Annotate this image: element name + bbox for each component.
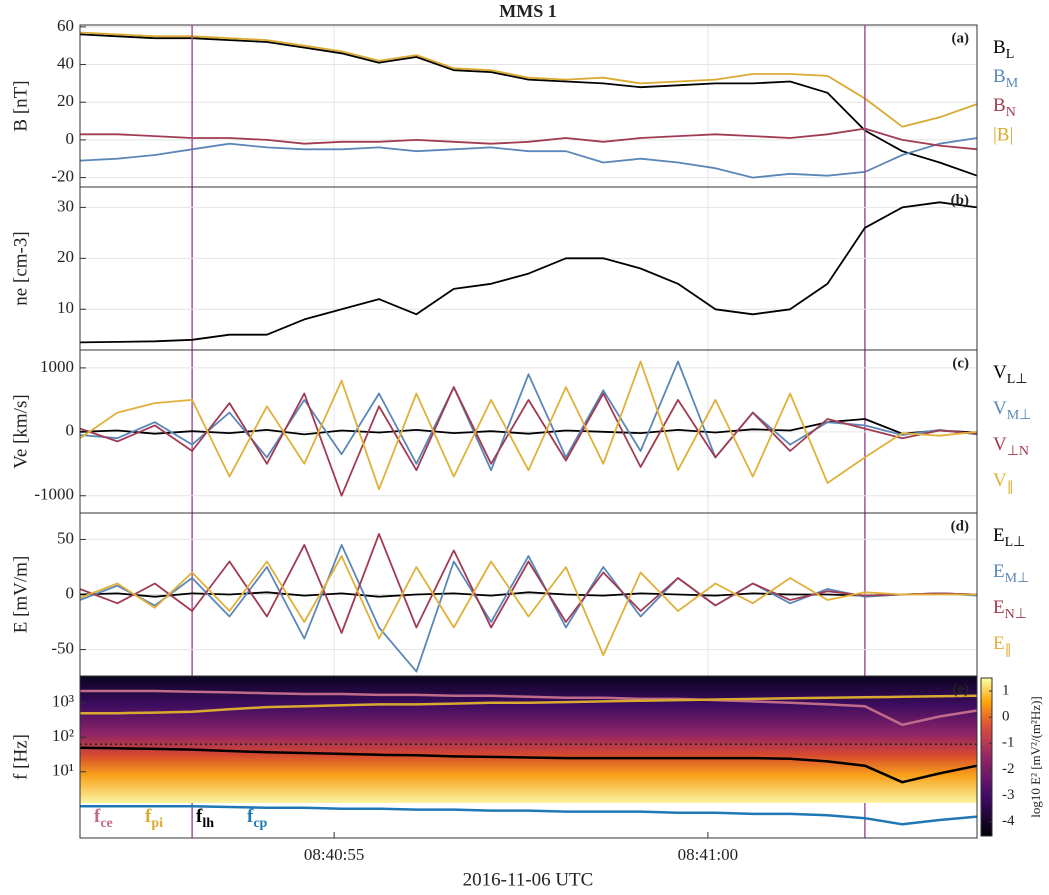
y-tick-label: 20 — [57, 91, 74, 110]
x-tick-label: 08:41:00 — [678, 845, 738, 864]
y-axis-label: Ve [km/s] — [10, 394, 31, 468]
y-tick-label: 30 — [57, 196, 74, 215]
axes-frame — [79, 24, 978, 188]
panel: 10 20 30 (b) ne [cm-3] — [10, 186, 978, 351]
legend-entry: BN — [993, 95, 1016, 120]
series-line — [79, 137, 978, 179]
y-axis-label: B [nT] — [10, 80, 31, 131]
series-line — [80, 127, 978, 151]
y-tick-label: 20 — [57, 247, 74, 266]
legend-entry: fcp — [247, 806, 268, 831]
y-axis-label: E [mV/m] — [10, 556, 31, 634]
y-tick-label: 0 — [66, 129, 75, 148]
panel: -1000 0 1000 (c) Ve [km/s] VL⊥ VM⊥ V⊥N V∥ — [10, 349, 1031, 514]
series-line — [79, 31, 978, 128]
colorbar-tick-label: -2 — [1002, 761, 1015, 777]
legend-entry: BM — [993, 66, 1019, 91]
y-tick-label: 60 — [57, 16, 74, 35]
legend-entry: VM⊥ — [993, 398, 1031, 423]
legend-entry: fce — [94, 806, 113, 831]
y-tick-label: -1000 — [34, 485, 74, 504]
series-line — [80, 689, 978, 727]
y-tick-label: -20 — [51, 166, 74, 185]
legend-entry: |B| — [993, 124, 1013, 145]
series-line — [79, 544, 978, 673]
y-tick-label: 10 — [57, 298, 74, 317]
y-tick-label: 0 — [66, 421, 75, 440]
series-line — [79, 360, 978, 491]
panel-label: (b) — [951, 192, 969, 208]
series-line — [79, 555, 977, 656]
axes-frame — [79, 186, 978, 351]
chart-title: MMS 1 — [499, 1, 557, 21]
y-axis-label: ne [cm-3] — [10, 231, 31, 305]
legend-entry: BL — [993, 37, 1014, 62]
legend-entry: VL⊥ — [993, 362, 1027, 387]
colorbar — [980, 677, 993, 837]
panel: 10¹ 10² 10³ 08:40:55 08:41:00 (e) f [Hz] fce fpi… — [10, 675, 1043, 864]
y-tick-label: 40 — [57, 53, 74, 72]
panel-label: (a) — [952, 30, 970, 46]
series-line — [79, 201, 978, 344]
legend-entry: V⊥N — [993, 434, 1029, 459]
y-axis-label: f [Hz] — [10, 734, 31, 780]
panel: -20 0 20 40 60 (a) B [nT] BL BM BN |B| — [10, 16, 1019, 188]
axes-frame — [79, 675, 978, 839]
colorbar-tick-label: 1 — [1002, 682, 1010, 698]
legend-entry: fpi — [145, 806, 163, 831]
colorbar-tick-label: -1 — [1002, 735, 1015, 751]
series-line — [79, 360, 978, 472]
x-tick-label: 08:40:55 — [304, 845, 364, 864]
panel-label: (e) — [952, 681, 969, 697]
panel: -50 0 50 (d) E [mV/m] EL⊥ EM⊥ EN⊥ E∥ — [10, 512, 1029, 677]
panel-label: (d) — [951, 518, 969, 534]
series-line — [79, 591, 978, 598]
series-line — [79, 33, 978, 177]
legend-entry: EN⊥ — [993, 597, 1027, 622]
series-line — [80, 694, 978, 715]
y-tick-label: 10¹ — [52, 761, 74, 780]
colorbar-tick-label: -4 — [1002, 813, 1015, 829]
y-tick-label: -50 — [51, 638, 74, 657]
series-line — [79, 386, 978, 497]
legend-entry: EM⊥ — [993, 561, 1029, 586]
colorbar-tick-label: -3 — [1002, 787, 1015, 803]
spectrogram — [80, 676, 977, 803]
colorbar-label: log10 E² [mV²/(m²Hz)] — [1028, 696, 1043, 817]
legend-entry: V∥ — [993, 470, 1014, 495]
series-line — [79, 746, 978, 784]
series-line — [80, 805, 978, 826]
y-tick-label: 1000 — [40, 357, 74, 376]
legend-entry: flh — [196, 806, 214, 831]
y-tick-label: 0 — [66, 583, 75, 602]
panel-label: (c) — [952, 355, 969, 371]
series-line — [79, 533, 978, 634]
y-tick-label: 10³ — [52, 692, 74, 711]
y-tick-label: 50 — [57, 528, 74, 547]
legend-entry: EL⊥ — [993, 525, 1025, 550]
colorbar-tick-label: 0 — [1002, 709, 1010, 725]
legend-entry: E∥ — [993, 633, 1012, 658]
y-tick-label: 10² — [52, 726, 74, 745]
x-axis-label: 2016-11-06 UTC — [463, 869, 594, 890]
